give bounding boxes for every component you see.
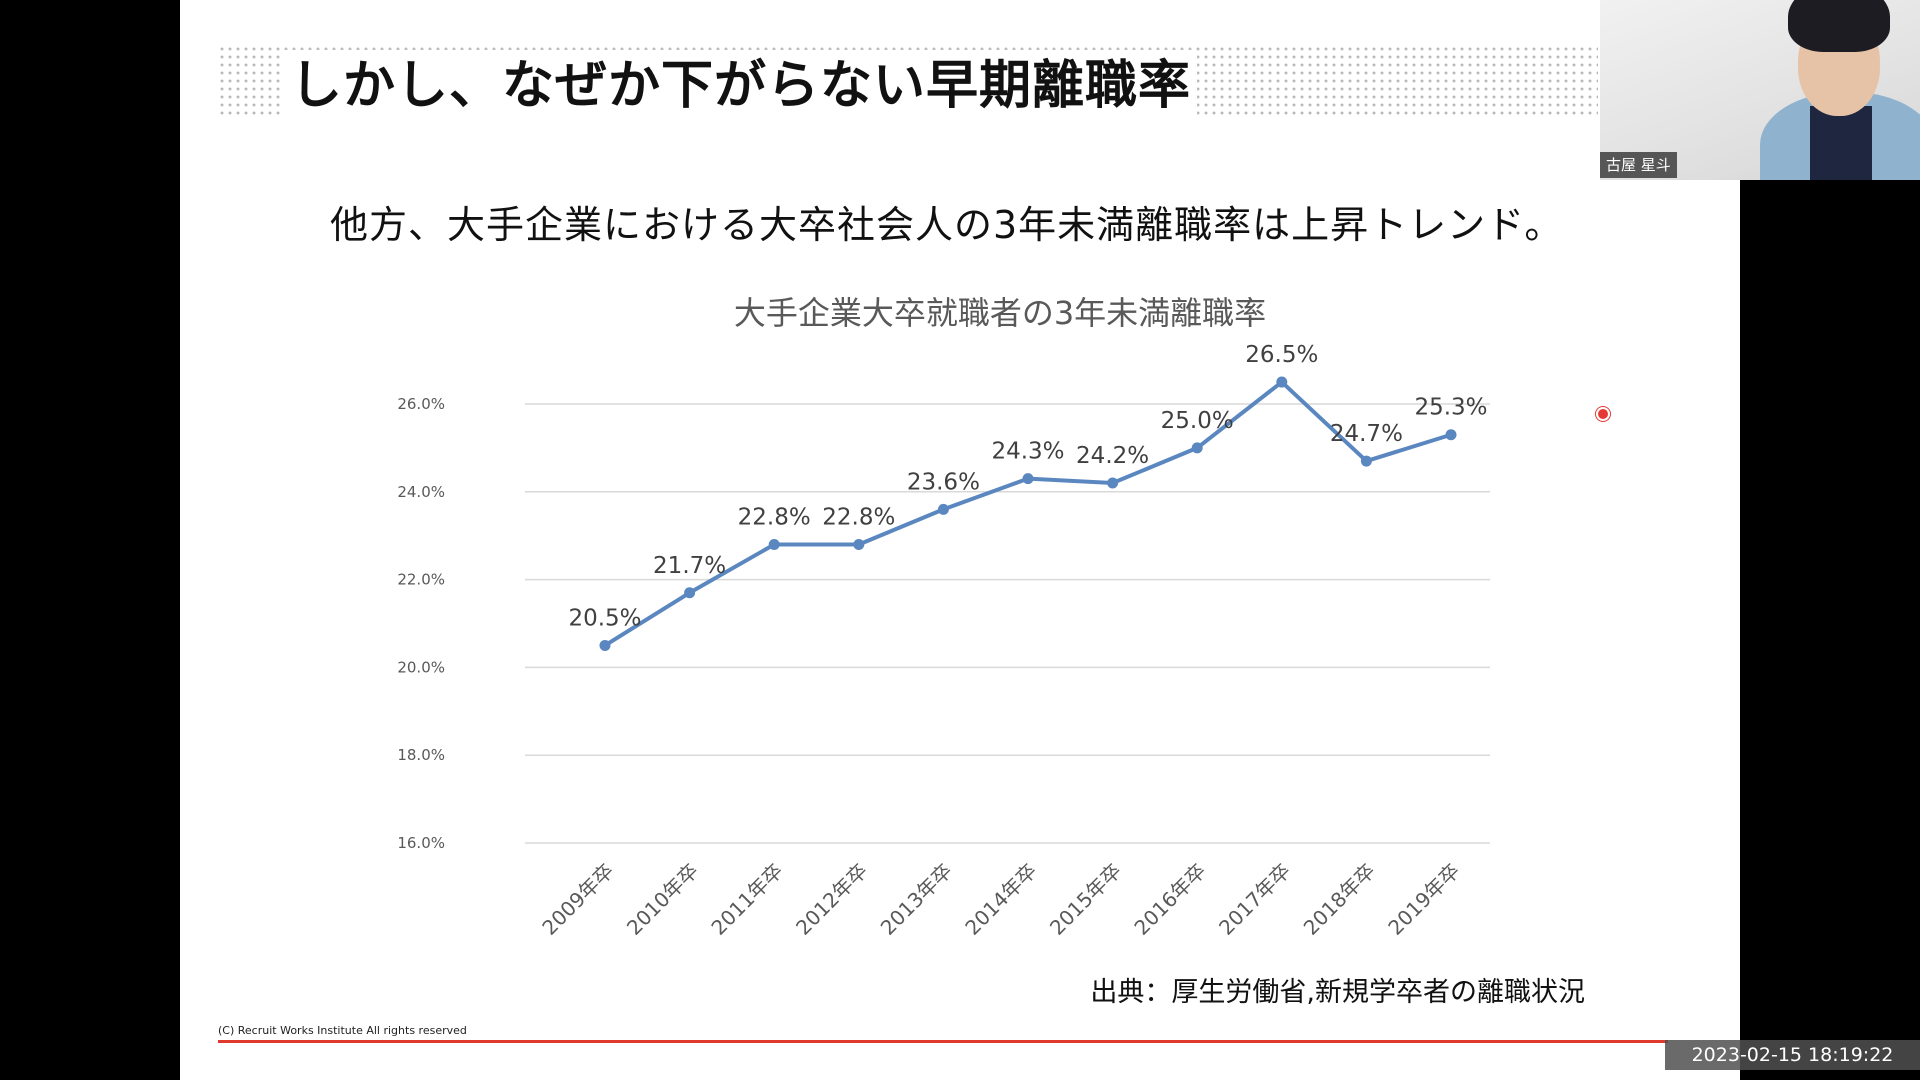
slide-title: しかし、なぜか下がらない早期離職率 <box>284 50 1198 122</box>
data-point <box>1107 477 1119 489</box>
source-note: 出典：厚生労働省,新規学卒者の離職状況 <box>1090 977 1585 1008</box>
x-tick-label: 2011年卒 <box>706 859 787 940</box>
x-tick-label: 2013年卒 <box>876 859 957 940</box>
data-labels: 20.5% 21.7% 22.8% 22.8% 23.6% 24.3% 24.2% 25.0%… <box>568 342 1487 631</box>
data-point <box>1022 473 1034 485</box>
data-point <box>599 639 611 651</box>
y-tick-label: 26.0% <box>397 395 445 413</box>
recording-timestamp: 2023-02-15 18:19:22 <box>1665 1040 1920 1070</box>
x-tick-label: 2019年卒 <box>1383 859 1464 940</box>
y-axis-ticks: 16.0% 18.0% 20.0% 22.0% 24.0% 26.0% <box>397 395 445 852</box>
presentation-slide: しかし、なぜか下がらない早期離職率 他方、大手企業における大卒社会人の3年未満離… <box>180 0 1740 1080</box>
series-line <box>603 380 1452 648</box>
x-tick-label: 2016年卒 <box>1129 859 1210 940</box>
participant-name-label: 古屋 星斗 <box>1600 152 1677 178</box>
data-point <box>853 538 865 550</box>
chart-title: 大手企業大卒就職者の3年未満離職率 <box>734 294 1266 332</box>
slide-subtitle: 他方、大手企業における大卒社会人の3年未満離職率は上昇トレンド。 <box>330 203 1564 247</box>
x-tick-label: 2009年卒 <box>537 859 618 940</box>
data-point <box>1191 442 1203 454</box>
x-tick-label: 2015年卒 <box>1045 859 1126 940</box>
data-label: 23.6% <box>907 469 980 495</box>
line-chart: 大手企業大卒就職者の3年未満離職率 16.0% 18.0% 20.0% 22.0% 24… <box>397 294 1490 940</box>
y-tick-label: 24.0% <box>397 483 445 501</box>
data-label: 24.2% <box>1076 443 1149 469</box>
x-axis-ticks: 2009年卒 2010年卒 2011年卒 2012年卒 2013年卒 2014年卒 2015… <box>537 859 1464 940</box>
series-line-layer <box>603 380 1452 648</box>
data-label: 26.5% <box>1245 342 1318 368</box>
data-point <box>684 587 696 599</box>
data-label: 21.7% <box>653 553 726 579</box>
chart-gridlines <box>525 403 1490 844</box>
data-label: 22.8% <box>822 504 895 530</box>
y-tick-label: 20.0% <box>397 658 445 676</box>
series-points <box>599 376 1457 651</box>
data-label: 25.0% <box>1161 408 1234 434</box>
x-tick-label: 2018年卒 <box>1299 859 1380 940</box>
data-label: 22.8% <box>738 504 811 530</box>
data-label: 24.3% <box>991 439 1064 465</box>
participant-shirt <box>1810 106 1872 180</box>
data-point <box>768 538 780 550</box>
data-label: 20.5% <box>568 605 641 631</box>
data-label: 25.3% <box>1414 395 1487 421</box>
y-tick-label: 18.0% <box>397 746 445 764</box>
x-tick-label: 2010年卒 <box>622 859 703 940</box>
y-tick-label: 22.0% <box>397 571 445 589</box>
data-label: 24.7% <box>1330 421 1403 447</box>
x-tick-label: 2014年卒 <box>960 859 1041 940</box>
data-point <box>1445 429 1457 441</box>
x-tick-label: 2017年卒 <box>1214 859 1295 940</box>
footer-accent-line <box>218 1040 1668 1043</box>
webcam-video-tile[interactable] <box>1600 0 1920 180</box>
data-point <box>1276 376 1288 388</box>
laser-pointer-icon <box>1598 409 1608 419</box>
x-tick-label: 2012年卒 <box>791 859 872 940</box>
participant-hair <box>1788 0 1890 52</box>
data-point <box>937 503 949 515</box>
data-point <box>1360 455 1372 467</box>
y-tick-label: 16.0% <box>397 834 445 852</box>
copyright-notice: (C) Recruit Works Institute All rights r… <box>218 1024 467 1037</box>
